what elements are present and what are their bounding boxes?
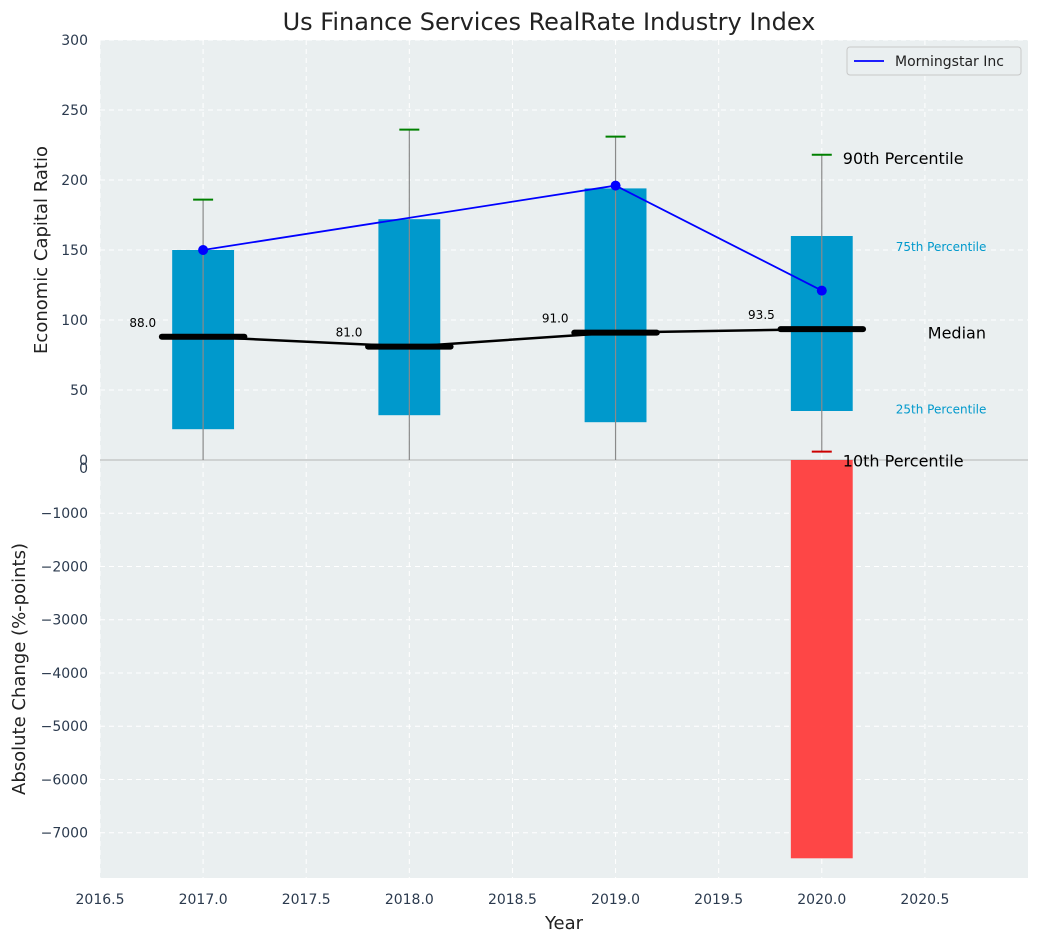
grid-lines (99, 39, 1028, 878)
annotation-p10: 10th Percentile (843, 452, 964, 471)
company-point-2017 (198, 245, 209, 255)
x-tick-label: 2018.0 (385, 892, 434, 908)
x-tick-label: 2018.5 (488, 892, 537, 908)
median-value-label-2018: 81.0 (336, 326, 363, 340)
bottom-y-tick-label: −7000 (41, 826, 88, 842)
top-y-tick-label: 150 (61, 243, 88, 259)
bottom-y-tick-label: −4000 (41, 666, 88, 682)
median-value-label-2020: 93.5 (748, 308, 775, 322)
axis-tick-labels: 2016.5 2017.0 2017.5 2018.0 2018.5 2019.0 2019… (41, 33, 950, 908)
annotation-p25: 25th Percentile (896, 403, 987, 417)
median-trend-line (203, 327, 822, 348)
percentile-annotations: 90th Percentile 75th Percentile Median 25th… (843, 149, 987, 471)
top-y-tick-label: 100 (61, 313, 88, 329)
x-tick-label: 2019.5 (694, 892, 743, 908)
chart-title: Us Finance Services RealRate Industry In… (283, 8, 816, 36)
legend-box (846, 46, 1022, 76)
bottom-y-tick-label: −5000 (41, 719, 88, 735)
x-tick-label: 2017.0 (179, 892, 228, 908)
bottom-y-tick-label: −2000 (41, 559, 88, 575)
x-tick-label: 2017.5 (282, 892, 331, 908)
x-tick-label: 2020.5 (900, 892, 949, 908)
bottom-y-tick-label: −1000 (41, 506, 88, 522)
bottom-y-tick-label: −3000 (41, 613, 88, 629)
company-point-2020 (816, 285, 827, 296)
bottom-y-tick-label: 0 (79, 461, 88, 477)
top-y-tick-label: 50 (70, 383, 88, 399)
top-panel-content: 88.0 81.0 91.0 93.5 (129, 128, 867, 460)
annotation-p90: 90th Percentile (843, 149, 964, 168)
annotation-median: Median (928, 323, 986, 342)
annotation-p75: 75th Percentile (896, 240, 987, 254)
top-y-tick-label: 0 (79, 453, 88, 469)
x-tick-label: 2019.0 (591, 892, 640, 908)
top-y-tick-label: 300 (61, 33, 88, 49)
top-y-axis-label: Economic Capital Ratio (31, 146, 52, 354)
bottom-panel-content (790, 460, 853, 859)
median-value-label-2017: 88.0 (129, 316, 156, 330)
bottom-y-tick-label: −6000 (41, 772, 88, 788)
top-y-tick-label: 200 (61, 173, 88, 189)
company-point-2019 (610, 180, 621, 191)
legend: Morningstar Inc (846, 46, 1022, 76)
median-value-label-2019: 91.0 (542, 312, 569, 326)
x-tick-label: 2016.5 (76, 892, 125, 908)
top-y-tick-label: 250 (61, 103, 88, 119)
bottom-y-axis-label: Absolute Change (%-points) (9, 543, 30, 795)
legend-label: Morningstar Inc (895, 54, 1004, 70)
change-bar-2020 (790, 460, 853, 859)
x-axis-label: Year (544, 913, 584, 934)
bottom-panel-background (100, 460, 1028, 878)
x-tick-label: 2020.0 (797, 892, 846, 908)
